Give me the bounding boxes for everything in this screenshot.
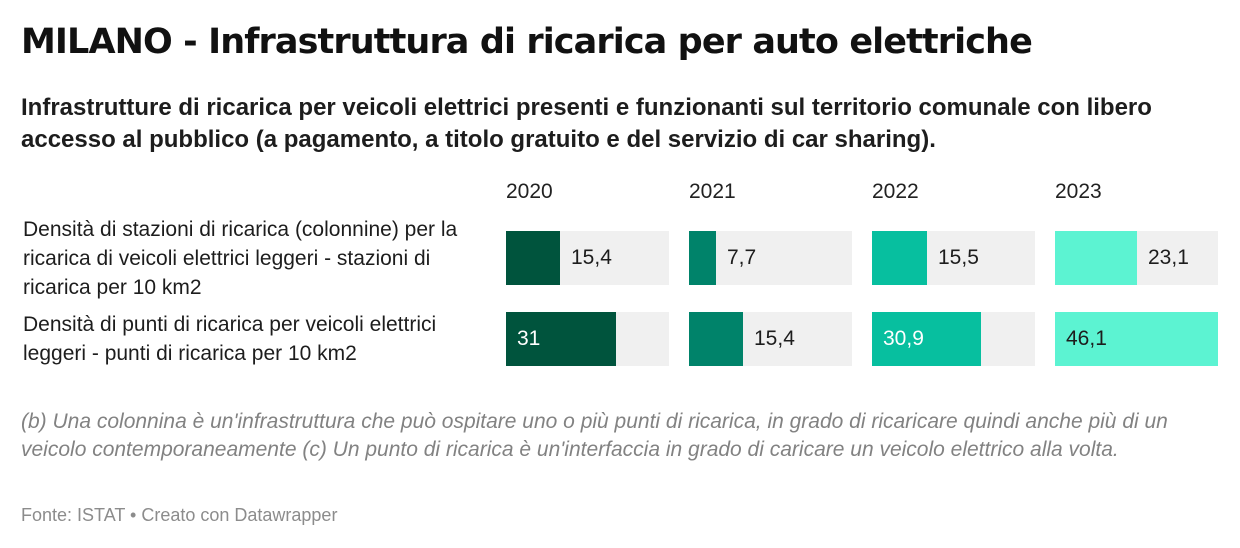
column-header-2020: 2020 xyxy=(506,180,553,203)
value-label-2021-row-1: 7,7 xyxy=(727,246,757,269)
bar-2021-row-2 xyxy=(689,312,743,366)
bar-track: 31 xyxy=(506,312,669,366)
bar-track: 30,9 xyxy=(872,312,1035,366)
bar-track: 46,1 xyxy=(1055,312,1218,366)
row-label-2: Densità di punti di ricarica per veicoli… xyxy=(23,313,437,365)
chart-note: (b) Una colonnina è un'infrastruttura ch… xyxy=(21,410,1168,461)
bar-2023-row-2 xyxy=(1055,312,1218,366)
bar-2022-row-2 xyxy=(872,312,981,366)
column-header-2022: 2022 xyxy=(872,180,919,203)
chart-source: Fonte: ISTAT • Creato con Datawrapper xyxy=(21,505,338,525)
bar-track: 15,5 xyxy=(872,231,1035,285)
bar-track: 15,4 xyxy=(689,312,852,366)
bar-2023-row-1 xyxy=(1055,231,1137,285)
column-header-2023: 2023 xyxy=(1055,180,1102,203)
value-label-2021-row-2: 15,4 xyxy=(754,327,795,350)
bar-2020-row-2 xyxy=(506,312,616,366)
bar-track: 7,7 xyxy=(689,231,852,285)
bar-track: 15,4 xyxy=(506,231,669,285)
value-label-2020-row-1: 15,4 xyxy=(571,246,612,269)
bar-2021-row-1 xyxy=(689,231,716,285)
row-label-1: Densità di stazioni di ricarica (colonni… xyxy=(23,218,458,299)
value-label-2022-row-2: 30,9 xyxy=(883,327,924,350)
bar-2020-row-1 xyxy=(506,231,560,285)
bar-2022-row-1 xyxy=(872,231,927,285)
value-label-2022-row-1: 15,5 xyxy=(938,246,979,269)
chart-subtitle: Infrastrutture di ricarica per veicoli e… xyxy=(21,94,1152,153)
chart-title: MILANO - Infrastruttura di ricarica per … xyxy=(21,22,1033,62)
bar-track: 23,1 xyxy=(1055,231,1218,285)
value-label-2023-row-1: 23,1 xyxy=(1148,246,1189,269)
column-header-2021: 2021 xyxy=(689,180,736,203)
value-label-2020-row-2: 31 xyxy=(517,327,541,350)
value-label-2023-row-2: 46,1 xyxy=(1066,327,1107,350)
